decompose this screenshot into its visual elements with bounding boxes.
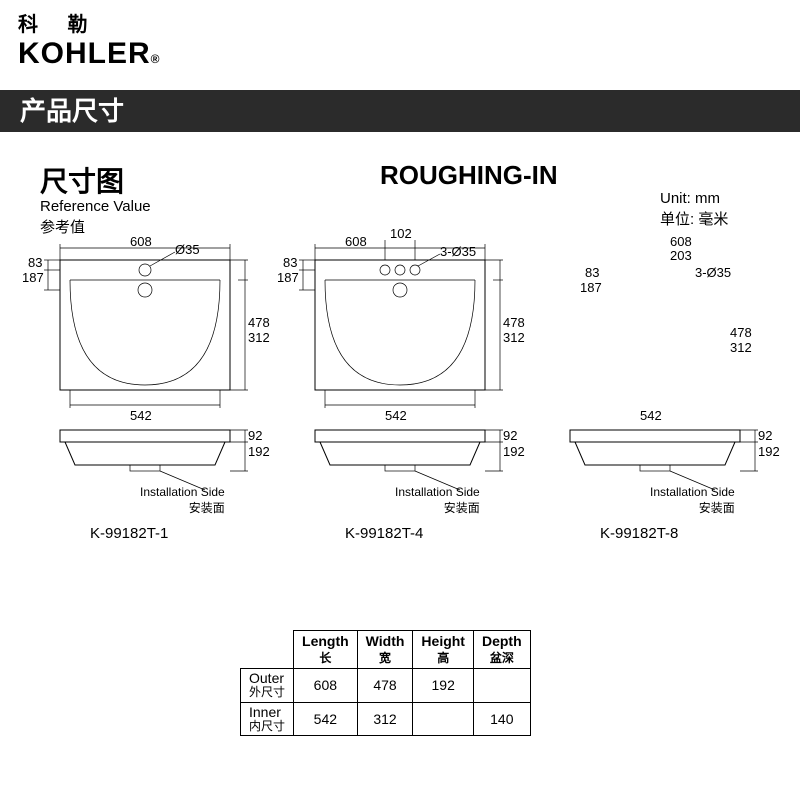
dim-83-3: 83 xyxy=(585,265,599,280)
dim-3hole: 3-Ø35 xyxy=(440,244,476,259)
outer-length: 608 xyxy=(294,669,358,703)
dim-192: 192 xyxy=(248,444,270,459)
dim-hole: Ø35 xyxy=(175,242,200,257)
inner-length: 542 xyxy=(294,702,358,736)
dim-608: 608 xyxy=(130,234,152,249)
dim-192-2: 192 xyxy=(503,444,525,459)
dim-83: 83 xyxy=(28,255,42,270)
dim-187: 187 xyxy=(22,270,44,285)
diagram-1: 608 83 187 Ø35 478 312 542 92 192 Instal… xyxy=(30,230,260,495)
dim-542-3: 542 xyxy=(640,408,662,423)
dim-608-2: 608 xyxy=(345,234,367,249)
dim-92: 92 xyxy=(248,428,262,443)
dim-192-3: 192 xyxy=(758,444,780,459)
col-width: Width宽 xyxy=(357,631,413,669)
install-label-4: Installation Side安装面 xyxy=(395,485,480,516)
install-label-1: Installation Side安装面 xyxy=(140,485,225,516)
unit-en: Unit: mm xyxy=(660,190,720,207)
outer-width: 478 xyxy=(357,669,413,703)
inner-height xyxy=(413,702,474,736)
title-en: ROUGHING-IN xyxy=(380,160,558,191)
dim-478-3: 478 xyxy=(730,325,752,340)
dim-187-2: 187 xyxy=(277,270,299,285)
brand-logo: 科 勒 KOHLER® xyxy=(18,8,161,71)
dim-92-2: 92 xyxy=(503,428,517,443)
outer-depth xyxy=(473,669,530,703)
install-label-8: Installation Side安装面 xyxy=(650,485,735,516)
model-1: K-99182T-1 xyxy=(90,525,168,542)
logo-cn: 科 勒 xyxy=(18,8,161,37)
unit-cn: 单位: 毫米 xyxy=(660,208,728,229)
outer-height: 192 xyxy=(413,669,474,703)
inner-width: 312 xyxy=(357,702,413,736)
logo-en: KOHLER® xyxy=(18,37,161,71)
dim-608-3: 608 xyxy=(670,234,692,249)
row-outer: Outer外尺寸 xyxy=(241,669,294,703)
dim-312: 312 xyxy=(248,330,270,345)
diagram-4: 608 102 83 187 3-Ø35 478 312 542 92 192 … xyxy=(285,230,515,495)
col-length: Length长 xyxy=(294,631,358,669)
ref-en: Reference Value xyxy=(40,198,151,215)
spec-table: Length长 Width宽 Height高 Depth盆深 Outer外尺寸 … xyxy=(240,630,531,736)
row-inner: Inner内尺寸 xyxy=(241,702,294,736)
dim-478-2: 478 xyxy=(503,315,525,330)
dim-203: 203 xyxy=(670,248,692,263)
inner-depth: 140 xyxy=(473,702,530,736)
dim-92-3: 92 xyxy=(758,428,772,443)
model-4: K-99182T-4 xyxy=(345,525,423,542)
model-8: K-99182T-8 xyxy=(600,525,678,542)
diagram-8: 608 203 83 187 3-Ø35 478 312 542 92 192 … xyxy=(540,230,770,495)
dim-312-3: 312 xyxy=(730,340,752,355)
dim-542-2: 542 xyxy=(385,408,407,423)
dim-102: 102 xyxy=(390,226,412,241)
dim-187-3: 187 xyxy=(580,280,602,295)
dim-542: 542 xyxy=(130,408,152,423)
title-cn: 尺寸图 xyxy=(40,160,124,200)
dim-3hole-3: 3-Ø35 xyxy=(695,265,731,280)
col-depth: Depth盆深 xyxy=(473,631,530,669)
dim-312-2: 312 xyxy=(503,330,525,345)
dim-478: 478 xyxy=(248,315,270,330)
dim-83-2: 83 xyxy=(283,255,297,270)
section-banner: 产品尺寸 xyxy=(0,90,800,132)
col-height: Height高 xyxy=(413,631,474,669)
